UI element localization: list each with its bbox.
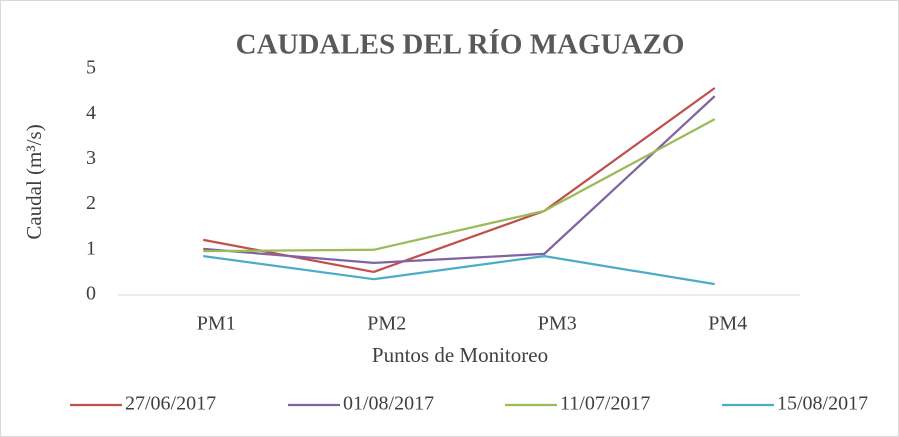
legend-label: 11/07/2017 [560, 393, 650, 415]
y-tick-label: 5 [86, 57, 96, 79]
chart-title: CAUDALES DEL RÍO MAGUAZO [236, 28, 685, 61]
legend-label: 01/08/2017 [343, 393, 434, 415]
data-line [203, 118, 716, 253]
legend-label: 27/06/2017 [125, 393, 216, 415]
y-tick-label: 0 [86, 283, 96, 305]
x-tick-label: PM4 [708, 313, 747, 335]
data-line [203, 255, 715, 286]
y-axis-label: Caudal (m³/s) [22, 124, 46, 239]
x-tick-label: PM3 [538, 313, 577, 335]
x-tick-label: PM2 [367, 313, 406, 335]
x-axis-label: Puntos de Monitoreo [372, 343, 548, 367]
data-line [203, 95, 716, 265]
legend-label: 15/08/2017 [777, 393, 868, 415]
y-tick-label: 3 [86, 147, 96, 169]
x-tick-label: PM1 [197, 313, 236, 335]
y-tick-label: 2 [86, 192, 96, 214]
y-tick-label: 1 [86, 237, 96, 259]
y-tick-label: 4 [86, 102, 96, 124]
